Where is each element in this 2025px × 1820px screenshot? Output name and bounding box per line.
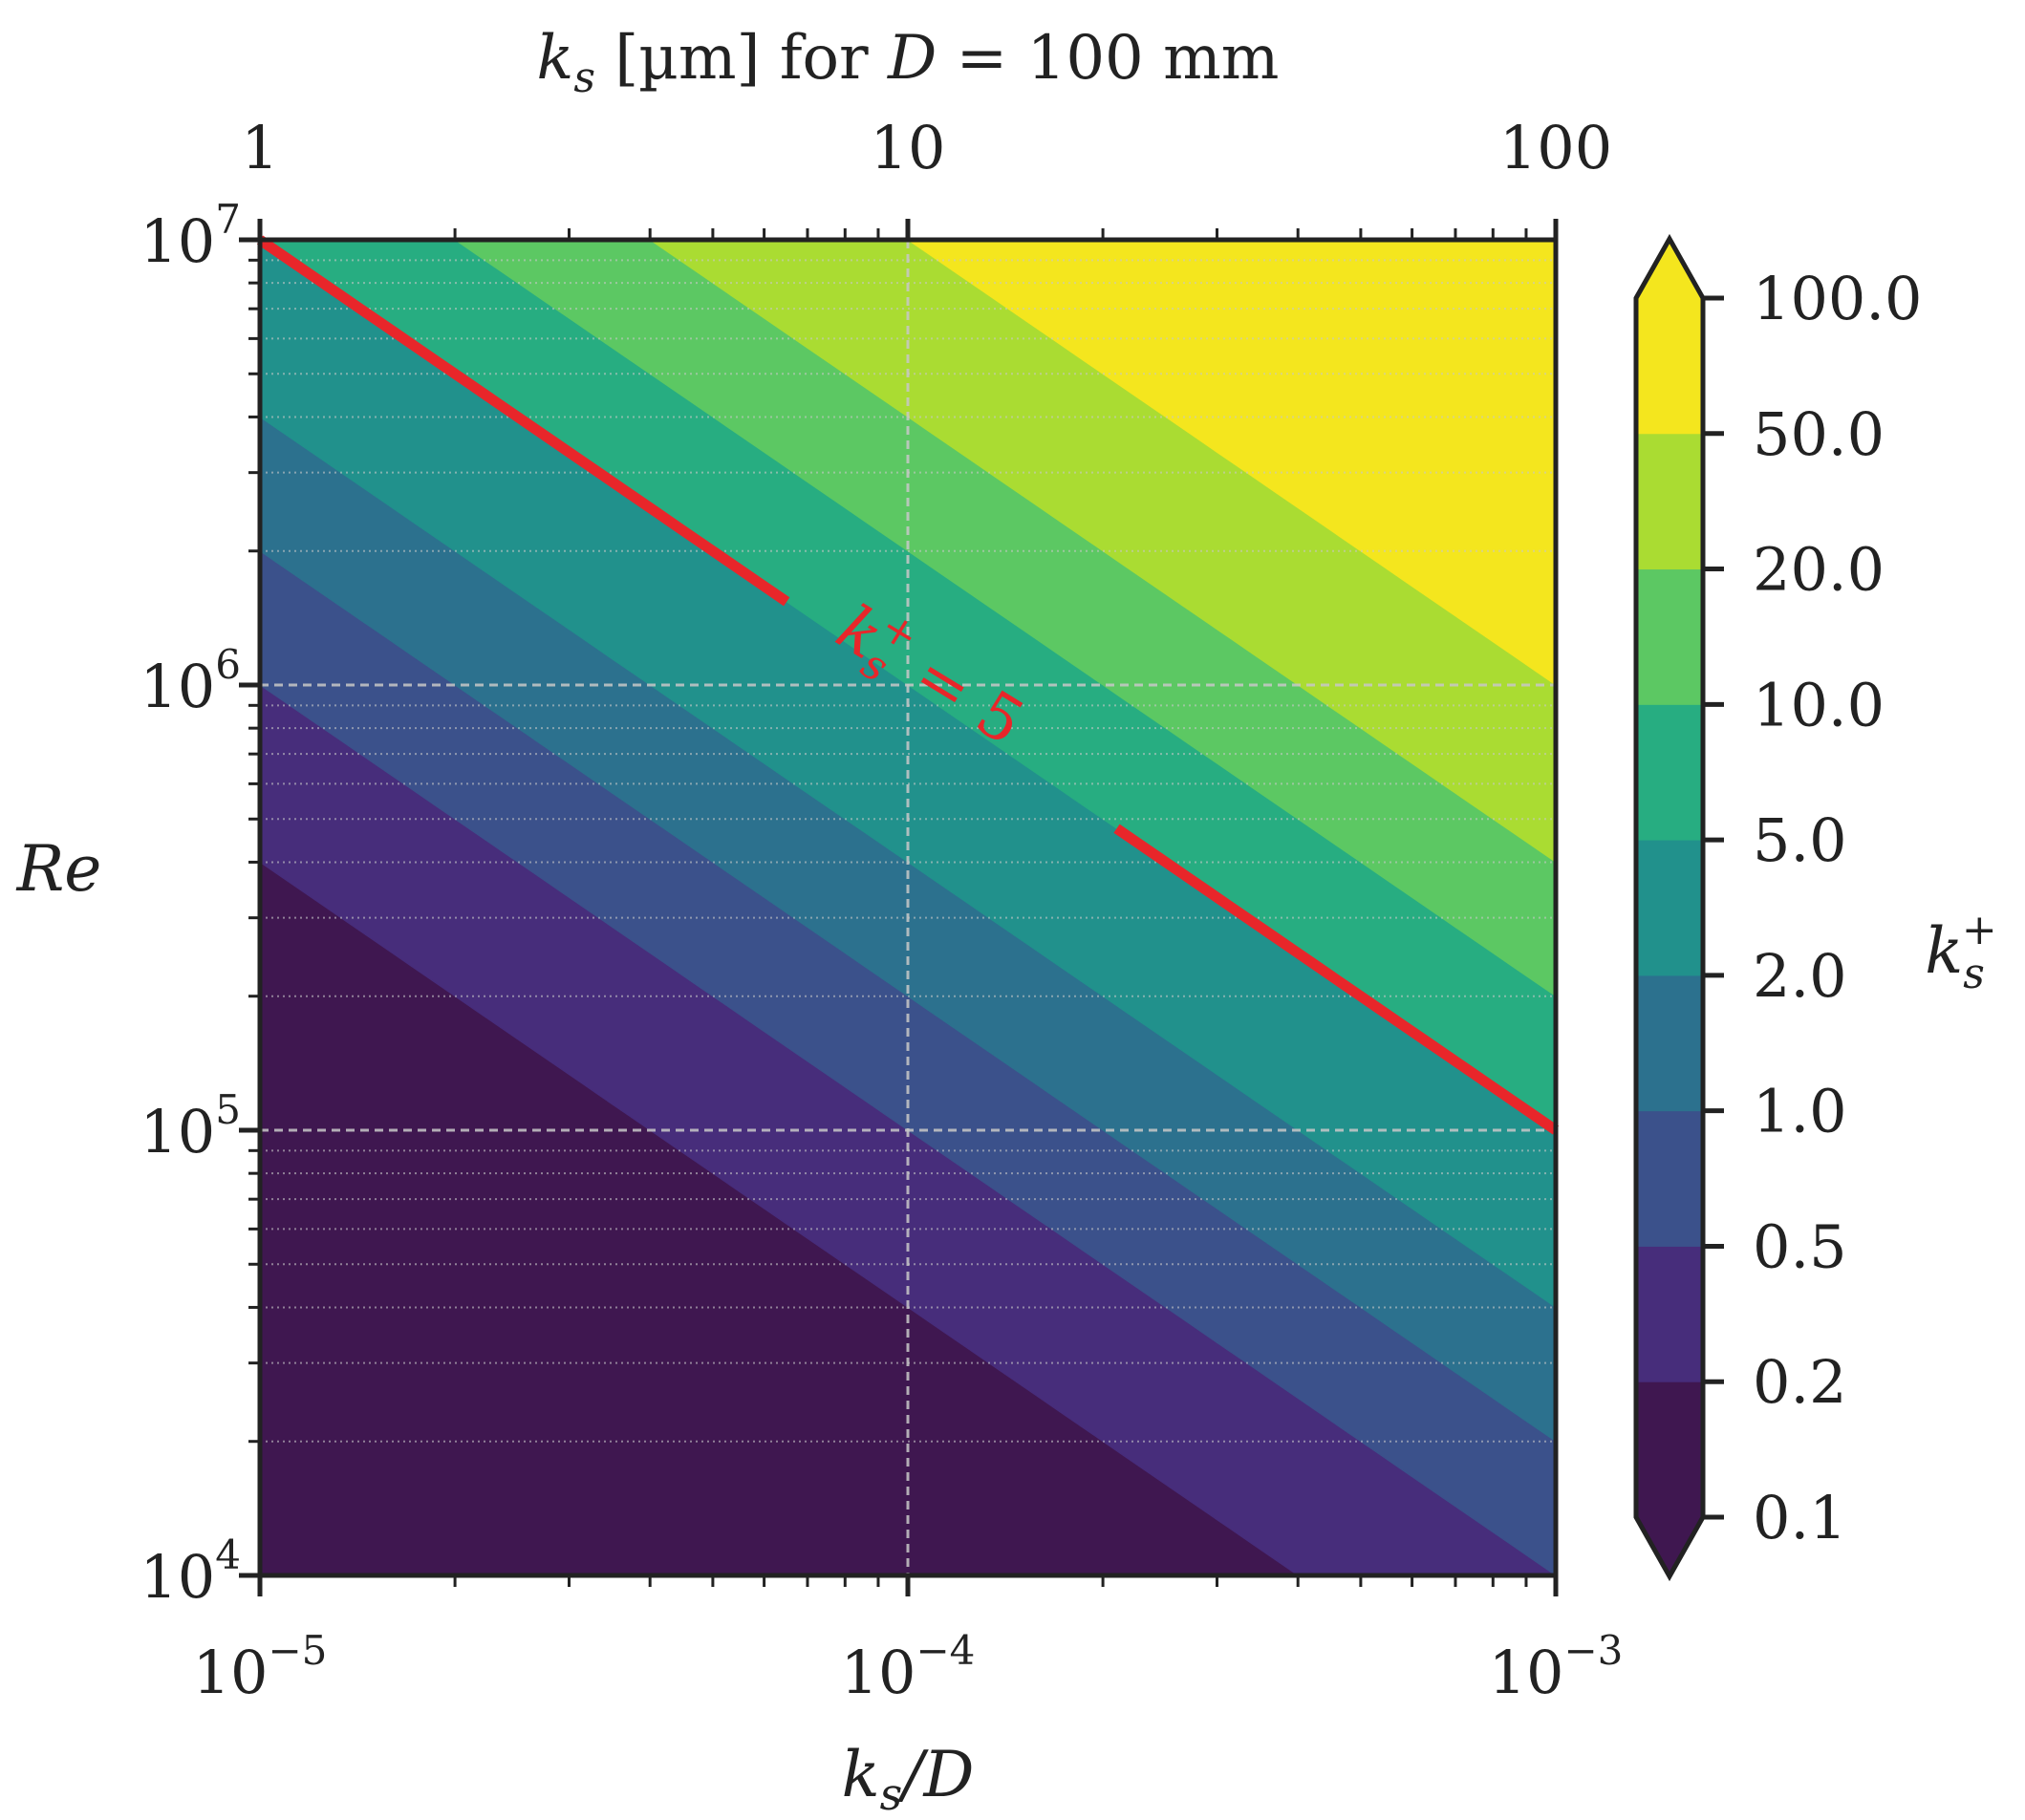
colorbar-segment-4 — [1636, 974, 1703, 1112]
contour-line-k5-lower — [1113, 824, 1560, 1135]
colorbar: 0.1 0.2 0.5 1.0 2.0 5.0 10.0 20.0 50.0 100.0 — [1633, 233, 1923, 1582]
colorbar-tick-label: 1.0 — [1753, 1077, 1847, 1146]
colorbar-segment-8 — [1636, 433, 1703, 570]
x-tick-label-2: 10−4 — [841, 1627, 976, 1707]
colorbar-tick-label: 10.0 — [1753, 670, 1885, 739]
colorbar-segment-1 — [1636, 1381, 1703, 1518]
colorbar-extend-under — [1636, 1517, 1703, 1576]
colorbar-tick-label: 50.0 — [1753, 399, 1885, 469]
top-tick-label-2: 10 — [871, 113, 946, 182]
colorbar-segment-2 — [1636, 1246, 1703, 1382]
colorbar-segment-6 — [1636, 704, 1703, 841]
x-axis-label: ks/D — [842, 1738, 975, 1820]
contour-line-group — [256, 235, 1560, 1135]
colorbar-extend-over — [1636, 239, 1703, 298]
colorbar-tick-label: 0.5 — [1753, 1211, 1847, 1281]
y-tick-label-1: 104 — [140, 1531, 241, 1612]
colorbar-segment-5 — [1636, 840, 1703, 976]
colorbar-segment-9 — [1636, 298, 1703, 435]
colorbar-segment-3 — [1636, 1110, 1703, 1247]
x-tick-label-1: 10−5 — [193, 1627, 328, 1707]
colorbar-tick-label: 0.2 — [1753, 1347, 1847, 1417]
colorbar-tick-label: 5.0 — [1753, 805, 1847, 875]
x-tick-label-3: 10−3 — [1489, 1627, 1624, 1707]
colorbar-tick-label: 0.1 — [1753, 1483, 1847, 1552]
grid-lines — [260, 240, 1556, 1575]
y-axis-label: Re — [16, 832, 102, 906]
y-tick-label-2: 105 — [140, 1086, 241, 1167]
axes-frame — [239, 219, 1559, 1596]
y-tick-label-4: 107 — [140, 196, 241, 276]
contour-line-k5-upper — [256, 235, 790, 607]
colorbar-tick-label: 2.0 — [1753, 941, 1847, 1011]
contour-band-9 — [907, 240, 1556, 686]
y-tick-label-3: 106 — [140, 641, 241, 721]
top-axis-label: ks [µm] for D = 100 mm — [537, 23, 1280, 102]
colorbar-label: ks+ — [1925, 906, 1996, 998]
top-tick-label-1: 1 — [241, 113, 278, 182]
colorbar-tick-label: 20.0 — [1753, 535, 1885, 605]
colorbar-segment-7 — [1636, 568, 1703, 705]
top-tick-label-3: 100 — [1499, 113, 1612, 182]
colorbar-tick-label: 100.0 — [1753, 264, 1923, 333]
